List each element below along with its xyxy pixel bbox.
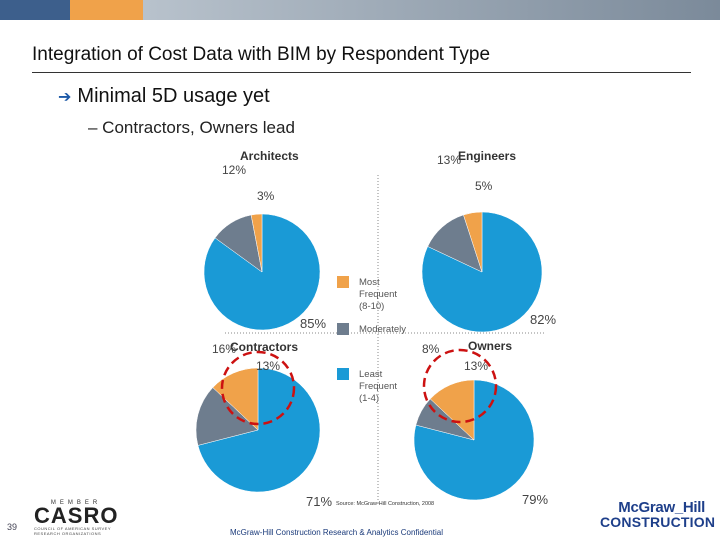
data-label-owners-moderately: 8% (422, 342, 440, 356)
pie-owners: Owners 13% 8% 79% (413, 339, 548, 507)
source-note: Source: McGraw-Hill Construction, 2008 (336, 501, 434, 507)
bullet-main: ➔ Minimal 5D usage yet (58, 85, 270, 108)
data-label-owners-most: 13% (464, 359, 488, 373)
slice-contractors-moderately (195, 387, 259, 446)
data-label-architects-least: 85% (300, 316, 326, 331)
top-banner (0, 0, 720, 20)
legend-swatch-moderately (337, 323, 349, 335)
legend-label-most: Most (359, 277, 380, 288)
legend-label-least: Frequent (359, 381, 397, 392)
pie-title-owners: Owners (468, 339, 512, 353)
pie-title-engineers: Engineers (458, 149, 516, 163)
slice-owners-most (429, 379, 475, 441)
casro-wordmark: CASRO (34, 503, 119, 528)
bullet-sub: – Contractors, Owners lead (88, 118, 295, 137)
bullet-main-text: Minimal 5D usage yet (77, 85, 270, 107)
pie-title-contractors: Contractors (230, 340, 298, 354)
highlight-ring-owners (422, 348, 498, 424)
legend-label-most: Frequent (359, 289, 397, 300)
member-label: MEMBER (50, 500, 102, 506)
slice-architects-most (250, 213, 263, 273)
slide-title: Integration of Cost Data with BIM by Res… (32, 44, 491, 65)
data-label-engineers-least: 82% (530, 312, 556, 327)
casro-member-logo: MEMBER CASRO COUNCIL OF AMERICAN SURVEY … (34, 500, 118, 536)
slice-engineers-least (421, 211, 543, 333)
data-label-contractors-moderately: 16% (212, 342, 236, 356)
legend-swatch-least (337, 368, 349, 380)
banner-segment-orange (70, 0, 143, 20)
highlight-ring-contractors (220, 350, 296, 426)
slice-contractors-most (212, 367, 259, 431)
pie-architects: Architects 3% 12% 85% (203, 149, 326, 331)
casro-tagline: COUNCIL OF AMERICAN SURVEY RESEARCH ORGA… (34, 526, 111, 536)
arrow-bullet-icon: ➔ (58, 89, 72, 106)
slice-engineers-most (463, 211, 483, 273)
pie-contractors: Contractors 13% 16% 71% (195, 340, 332, 509)
banner-segment-dark (0, 0, 70, 20)
legend-label-moderately: Moderately (359, 324, 406, 335)
slide-number: 39 (7, 522, 18, 532)
data-label-architects-most: 3% (257, 189, 275, 203)
data-label-contractors-most: 13% (256, 359, 280, 373)
data-label-owners-least: 79% (522, 492, 548, 507)
footer-confidential: McGraw-Hill Construction Research & Anal… (230, 528, 443, 537)
banner-segment-gray (143, 0, 720, 20)
data-label-architects-moderately: 12% (222, 163, 246, 177)
legend-swatch-most (337, 276, 349, 288)
mcgraw-hill-logo: McGraw_Hill CONSTRUCTION (600, 499, 716, 530)
data-label-engineers-most: 5% (475, 179, 493, 193)
legend-label-least: (1-4) (359, 393, 379, 404)
brand-line-2: CONSTRUCTION (600, 514, 716, 530)
data-label-engineers-moderately: 13% (437, 153, 461, 167)
legend-label-least: Least (359, 369, 383, 380)
title-divider (32, 72, 691, 73)
legend: MostFrequent(8-10)ModeratelyLeastFrequen… (337, 276, 406, 404)
pie-engineers: Engineers 5% 13% 82% (421, 149, 556, 333)
legend-label-most: (8-10) (359, 301, 384, 312)
pie-title-architects: Architects (240, 149, 299, 163)
data-label-contractors-least: 71% (306, 494, 332, 509)
brand-line-1: McGraw_Hill (618, 499, 705, 516)
